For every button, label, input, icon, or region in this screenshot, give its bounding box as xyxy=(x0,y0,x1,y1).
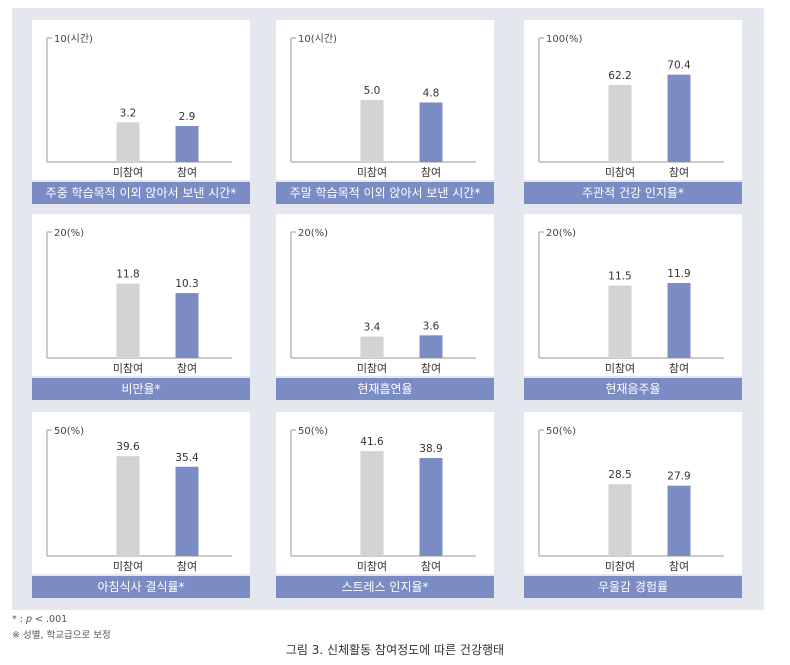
chart-svg-2: 10(시간) 5.0 미참여 4.8 참여 xyxy=(290,33,476,179)
chart-panel-1: 10(시간) 3.2 미참여 2.9 참여 xyxy=(32,20,250,180)
chart-svg-6: 20(%) 11.5 미참여 11.9 참여 xyxy=(538,228,724,375)
category-label: 미참여 xyxy=(357,166,387,179)
value-label: 28.5 xyxy=(608,469,631,481)
value-label: 41.6 xyxy=(360,436,384,448)
chart-title-4: 비만율* xyxy=(32,378,250,400)
chart-panel-9: 50(%) 28.5 미참여 27.9 참여 xyxy=(524,412,742,574)
chart-title-2: 주말 학습목적 이외 앉아서 보낸 시간* xyxy=(276,182,494,204)
chart-title-9: 우울감 경험률 xyxy=(524,576,742,598)
chart-panel-7: 50(%) 39.6 미참여 35.4 참여 xyxy=(32,412,250,574)
value-label: 39.6 xyxy=(116,441,140,453)
y-max-label: 10(시간) xyxy=(54,33,93,45)
bar-non-participant xyxy=(116,122,140,162)
chart-title-6: 현재음주율 xyxy=(524,378,742,400)
chart-panel-2: 10(시간) 5.0 미참여 4.8 참여 xyxy=(276,20,494,180)
y-max-label: 20(%) xyxy=(298,228,328,239)
chart-svg-7: 50(%) 39.6 미참여 35.4 참여 xyxy=(46,426,232,573)
category-label: 참여 xyxy=(421,362,441,375)
bar-non-participant xyxy=(608,84,632,162)
bar-participant xyxy=(419,457,443,556)
y-max-label: 20(%) xyxy=(546,228,576,239)
chart-title-8: 스트레스 인지율* xyxy=(276,576,494,598)
significance-note: * : p < .001 xyxy=(12,614,67,625)
category-label: 참여 xyxy=(421,560,441,573)
chart-panel-4: 20(%) 11.8 미참여 10.3 참여 xyxy=(32,214,250,376)
chart-svg-9: 50(%) 28.5 미참여 27.9 참여 xyxy=(538,426,724,573)
adjustment-note: ※ 성별, 학교급으로 보정 xyxy=(12,630,111,641)
chart-title-1: 주중 학습목적 이외 앉아서 보낸 시간* xyxy=(32,182,250,204)
bar-non-participant xyxy=(116,456,140,556)
significance-p: p xyxy=(26,614,33,625)
significance-rest: < .001 xyxy=(32,614,68,625)
bar-non-participant xyxy=(360,451,384,556)
chart-panel-6: 20(%) 11.5 미참여 11.9 참여 xyxy=(524,214,742,376)
category-label: 미참여 xyxy=(357,362,387,375)
category-label: 참여 xyxy=(177,166,197,179)
bar-participant xyxy=(667,485,691,556)
figure-background: 10(시간) 3.2 미참여 2.9 참여 주중 학습목적 이외 앉아서 보낸 시간* … xyxy=(12,8,764,610)
y-max-label: 20(%) xyxy=(54,228,84,239)
chart-panel-8: 50(%) 41.6 미참여 38.9 참여 xyxy=(276,412,494,574)
category-label: 참여 xyxy=(421,166,441,179)
chart-svg-3: 100(%) 62.2 미참여 70.4 참여 xyxy=(538,34,724,179)
value-label: 4.8 xyxy=(423,87,440,99)
bar-participant xyxy=(175,466,199,556)
bar-participant xyxy=(667,74,691,162)
chart-svg-5: 20(%) 3.4 미참여 3.6 참여 xyxy=(290,228,476,375)
category-label: 참여 xyxy=(669,362,689,375)
value-label: 11.9 xyxy=(667,268,690,280)
chart-panel-5: 20(%) 3.4 미참여 3.6 참여 xyxy=(276,214,494,376)
value-label: 35.4 xyxy=(175,452,199,464)
bar-non-participant xyxy=(360,100,384,162)
bar-participant xyxy=(175,293,199,358)
category-label: 미참여 xyxy=(605,166,635,179)
bar-participant xyxy=(419,335,443,358)
bar-non-participant xyxy=(608,285,632,358)
category-label: 참여 xyxy=(177,560,197,573)
chart-title-5: 현재흡연율 xyxy=(276,378,494,400)
chart-svg-1: 10(시간) 3.2 미참여 2.9 참여 xyxy=(46,33,232,179)
value-label: 3.4 xyxy=(364,322,381,334)
value-label: 11.5 xyxy=(608,271,631,283)
significance-prefix: * : xyxy=(12,614,26,625)
value-label: 5.0 xyxy=(364,85,381,97)
y-max-label: 50(%) xyxy=(298,426,328,437)
bar-non-participant xyxy=(116,283,140,358)
y-max-label: 50(%) xyxy=(546,426,576,437)
value-label: 70.4 xyxy=(667,60,691,72)
bar-non-participant xyxy=(360,336,384,358)
chart-title-3: 주관적 건강 인지율* xyxy=(524,182,742,204)
chart-svg-8: 50(%) 41.6 미참여 38.9 참여 xyxy=(290,426,476,573)
bar-non-participant xyxy=(608,484,632,556)
category-label: 미참여 xyxy=(357,560,387,573)
chart-panel-3: 100(%) 62.2 미참여 70.4 참여 xyxy=(524,20,742,180)
value-label: 11.8 xyxy=(116,269,139,281)
value-label: 38.9 xyxy=(419,443,442,455)
category-label: 미참여 xyxy=(113,560,143,573)
chart-title-7: 아침식사 결식률* xyxy=(32,576,250,598)
bar-participant xyxy=(419,102,443,162)
bar-participant xyxy=(667,283,691,358)
category-label: 미참여 xyxy=(605,362,635,375)
value-label: 10.3 xyxy=(175,278,198,290)
category-label: 미참여 xyxy=(605,560,635,573)
category-label: 참여 xyxy=(177,362,197,375)
value-label: 62.2 xyxy=(608,70,631,82)
category-label: 미참여 xyxy=(113,362,143,375)
y-max-label: 10(시간) xyxy=(298,33,337,45)
value-label: 3.6 xyxy=(423,320,440,332)
figure-caption: 그림 3. 신체활동 참여정도에 따른 건강행태 xyxy=(285,643,505,657)
category-label: 미참여 xyxy=(113,166,143,179)
category-label: 참여 xyxy=(669,560,689,573)
value-label: 2.9 xyxy=(179,111,196,123)
chart-svg-4: 20(%) 11.8 미참여 10.3 참여 xyxy=(46,228,232,375)
value-label: 27.9 xyxy=(667,471,690,483)
category-label: 참여 xyxy=(669,166,689,179)
value-label: 3.2 xyxy=(120,107,137,119)
y-max-label: 50(%) xyxy=(54,426,84,437)
bar-participant xyxy=(175,126,199,162)
y-max-label: 100(%) xyxy=(546,34,582,45)
